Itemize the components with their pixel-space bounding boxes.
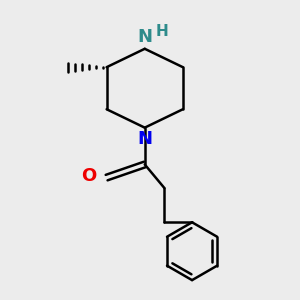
Text: N: N xyxy=(137,130,152,148)
Text: H: H xyxy=(155,24,168,39)
Text: N: N xyxy=(137,28,152,46)
Text: O: O xyxy=(81,167,96,184)
